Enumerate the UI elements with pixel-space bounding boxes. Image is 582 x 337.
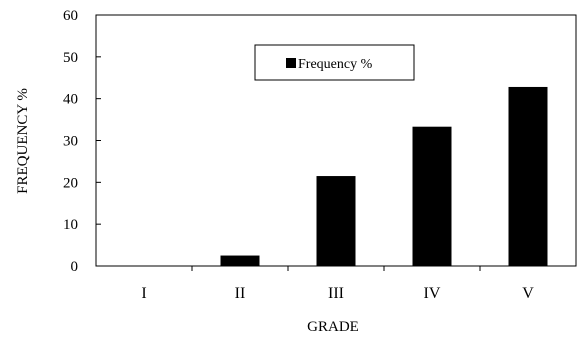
x-tick-label: II xyxy=(235,285,246,302)
y-tick-label: 0 xyxy=(71,259,79,275)
legend-box xyxy=(254,44,415,81)
bar-iv xyxy=(412,126,452,266)
y-tick-label: 30 xyxy=(63,134,78,150)
y-axis-label: FREQUENCY % xyxy=(15,88,31,194)
y-tick-label: 20 xyxy=(63,175,78,191)
x-tick-marks xyxy=(191,266,481,271)
x-tick-labels: I II III IV V xyxy=(141,285,534,302)
y-tick-label: 40 xyxy=(63,92,78,108)
bar-v xyxy=(508,86,548,266)
y-tick-label: 10 xyxy=(63,217,78,233)
y-tick-marks xyxy=(96,14,101,267)
legend: Frequency % xyxy=(254,44,415,81)
x-tick-label: IV xyxy=(424,285,441,302)
y-tick-label: 60 xyxy=(63,8,78,24)
bars xyxy=(220,86,548,266)
bar-iii xyxy=(316,176,356,266)
x-axis-label: GRADE xyxy=(307,319,359,335)
legend-swatch xyxy=(286,58,296,68)
bar-ii xyxy=(220,255,260,266)
x-tick-label: III xyxy=(328,285,344,302)
x-tick-label: I xyxy=(141,285,146,302)
y-tick-label: 50 xyxy=(63,50,78,66)
plot-frame xyxy=(95,14,577,267)
legend-label: Frequency % xyxy=(298,57,373,72)
x-tick-label: V xyxy=(522,285,534,302)
y-tick-labels: 0 10 20 30 40 50 60 xyxy=(63,8,78,275)
